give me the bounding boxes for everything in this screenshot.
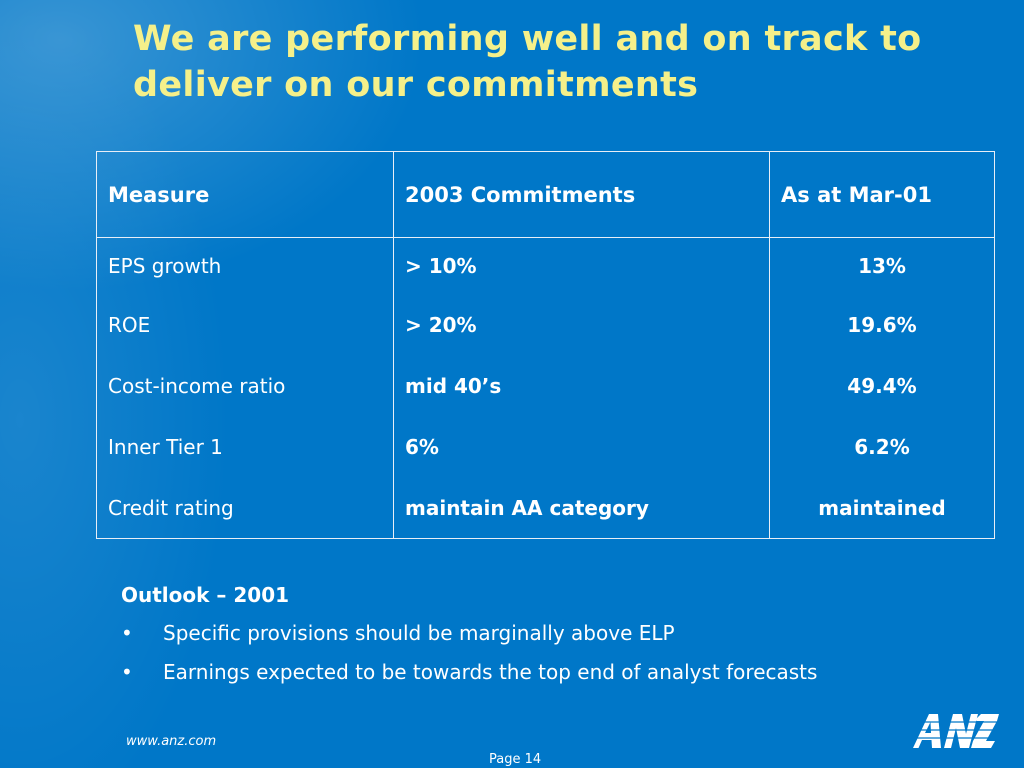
- commitment-cell: maintain AA category: [393, 477, 770, 539]
- list-item-text: Earnings expected to be towards the top …: [163, 660, 818, 684]
- table-row: ROE > 20% 19.6%: [96, 294, 995, 356]
- column-header-commitments: 2003 Commitments: [393, 151, 770, 239]
- commitment-cell: > 20%: [393, 294, 770, 356]
- measure-cell: Cost-income ratio: [96, 355, 394, 417]
- commitment-cell: mid 40’s: [393, 355, 770, 417]
- actual-cell: 6.2%: [854, 434, 910, 459]
- list-item: • Specific provisions should be marginal…: [121, 619, 921, 648]
- column-header-measure: Measure: [96, 151, 394, 239]
- actual-cell: 19.6%: [847, 313, 917, 338]
- commitment-cell: > 10%: [393, 237, 770, 295]
- page-title-line-1: We are performing well and on track to: [133, 19, 922, 59]
- table-row: Credit rating maintain AA category maint…: [96, 477, 995, 539]
- actual-cell: 49.4%: [847, 374, 917, 399]
- actual-cell: maintained: [818, 495, 946, 520]
- measure-cell: EPS growth: [96, 237, 394, 295]
- outlook-section: Outlook – 2001 • Specific provisions sho…: [121, 583, 921, 697]
- list-item: • Earnings expected to be towards the to…: [121, 658, 921, 687]
- measure-cell: ROE: [96, 294, 394, 356]
- page-number: Page 14: [489, 752, 542, 767]
- page-title: We are performing well and on track to d…: [133, 16, 1013, 108]
- column-header-as-at: As at Mar-01: [769, 151, 995, 239]
- measure-cell: Credit rating: [96, 477, 394, 539]
- actual-cell: 13%: [858, 254, 906, 279]
- website-url: www.anz.com: [126, 734, 217, 749]
- bullet-icon: •: [121, 621, 133, 645]
- bullet-icon: •: [121, 660, 133, 684]
- commitments-table: Measure 2003 Commitments As at Mar-01 EP…: [96, 151, 995, 539]
- measure-cell: Inner Tier 1: [96, 416, 394, 478]
- table-header-row: Measure 2003 Commitments As at Mar-01: [96, 151, 995, 239]
- outlook-list: • Specific provisions should be marginal…: [121, 619, 921, 687]
- list-item-text: Specific provisions should be marginally…: [163, 621, 675, 645]
- page-title-line-2: deliver on our commitments: [133, 65, 699, 105]
- commitment-cell: 6%: [393, 416, 770, 478]
- anz-logo: [907, 714, 999, 748]
- table-row: Cost-income ratio mid 40’s 49.4%: [96, 355, 995, 417]
- outlook-heading: Outlook – 2001: [121, 583, 290, 607]
- table-row: Inner Tier 1 6% 6.2%: [96, 416, 995, 478]
- table-row: EPS growth > 10% 13%: [96, 237, 995, 295]
